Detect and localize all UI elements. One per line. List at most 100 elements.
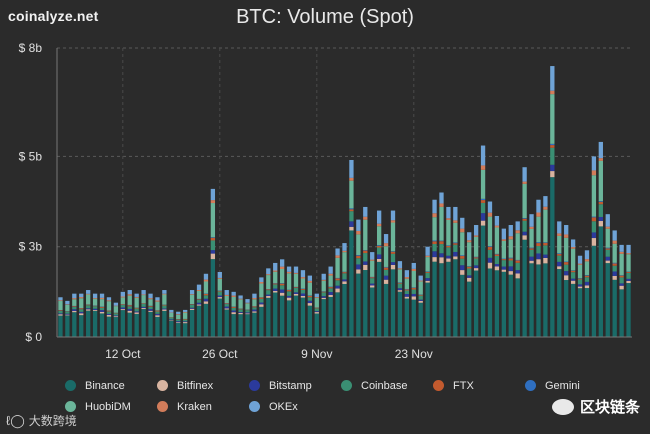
bar-segment-kraken: [418, 280, 423, 282]
bar-segment-okex: [86, 290, 91, 294]
bar-segment-bitstamp: [92, 308, 98, 311]
bar-segment-okex: [72, 293, 77, 299]
bar-segment-binance: [176, 323, 181, 337]
bar-segment-okex: [307, 275, 313, 281]
bar-segment-bitfinex: [577, 286, 583, 289]
bar-segment-coinbase: [113, 313, 119, 316]
bar-segment-bitstamp: [473, 265, 479, 269]
legend-item-coinbase[interactable]: Coinbase: [341, 378, 433, 393]
bar-segment-gemini: [376, 245, 382, 246]
bar-segment-bitfinex: [480, 220, 486, 226]
bar-segment-huobidm: [543, 209, 548, 243]
bar-segment-kraken: [321, 279, 326, 281]
bar-segment-coinbase: [183, 319, 188, 322]
bar-segment-bitstamp: [79, 311, 84, 314]
bar-segment-binance: [217, 298, 222, 337]
bar-segment-ftx: [252, 306, 257, 308]
bar-segment-coinbase: [390, 253, 396, 263]
bar-segment-kraken: [162, 293, 167, 295]
bar-segment-bitstamp: [356, 264, 361, 270]
legend-item-gemini[interactable]: Gemini: [525, 378, 617, 393]
bar-segment-okex: [238, 295, 243, 299]
bar-segment-binance: [196, 305, 202, 337]
bar-segment-coinbase: [169, 317, 174, 320]
bar-segment-bitstamp: [148, 309, 153, 311]
bar-segment-coinbase: [72, 306, 77, 310]
bar-segment-bitstamp: [189, 307, 195, 309]
bar-segment-bitfinex: [120, 309, 125, 311]
legend-item-okex[interactable]: OKEx: [249, 399, 341, 414]
bar-segment-huobidm: [550, 94, 555, 144]
bar-segment-kraken: [522, 181, 527, 184]
watermark-right: 区块链条: [551, 396, 640, 417]
bar-segment-bitfinex: [169, 320, 174, 321]
bar-segment-gemini: [564, 261, 569, 263]
legend-item-binance[interactable]: Binance: [65, 378, 157, 393]
bar-segment-kraken: [550, 90, 555, 95]
bar-segment-binance: [557, 269, 562, 337]
bar-segment-coinbase: [612, 265, 617, 272]
bar-segment-okex: [356, 219, 361, 231]
bar-segment-okex: [543, 196, 548, 207]
bar-segment-gemini: [473, 256, 479, 258]
bar-segment-kraken: [584, 259, 590, 262]
legend-item-kraken[interactable]: Kraken: [157, 399, 249, 414]
bar-segment-huobidm: [273, 271, 278, 284]
bar-segment-ftx: [72, 306, 77, 307]
bar-segment-kraken: [238, 298, 243, 300]
bar-segment-kraken: [619, 251, 624, 254]
bar-segment-coinbase: [238, 309, 243, 313]
legend-item-huobidm[interactable]: HuobiDM: [65, 399, 157, 414]
bar-segment-ftx: [328, 287, 333, 289]
bar-segment-ftx: [335, 278, 340, 281]
bar-segment-okex: [252, 293, 257, 299]
bar-segment-ftx: [300, 288, 306, 290]
bar-segment-kraken: [328, 273, 333, 276]
bar-segment-bitstamp: [321, 296, 326, 298]
bar-segment-binance: [314, 313, 319, 337]
bar-segment-huobidm: [432, 217, 437, 241]
bar-segment-coinbase: [65, 311, 70, 314]
bar-segment-bitstamp: [134, 311, 139, 313]
bar-segment-bitfinex: [418, 300, 423, 303]
bar-segment-bitfinex: [626, 280, 631, 284]
bar-segment-bitstamp: [536, 253, 541, 260]
bar-segment-binance: [612, 279, 617, 337]
bar-segment-coinbase: [460, 258, 465, 266]
bar-segment-binance: [550, 177, 555, 337]
bar-segment-ftx: [203, 293, 209, 296]
legend-label: FTX: [453, 379, 474, 392]
bar-segment-binance: [280, 295, 285, 337]
bar-segment-coinbase: [203, 295, 209, 299]
bar-segment-bitfinex: [515, 273, 520, 279]
bar-segment-kraken: [314, 297, 319, 298]
bar-segment-bitstamp: [162, 308, 167, 310]
bar-segment-bitstamp: [169, 319, 174, 321]
legend-label: Bitstamp: [269, 379, 312, 392]
bar-segment-okex: [515, 221, 520, 231]
bar-segment-kraken: [557, 233, 562, 236]
bar-segment-bitstamp: [141, 306, 146, 309]
legend-item-bitstamp[interactable]: Bitstamp: [249, 378, 341, 393]
bar-segment-coinbase: [245, 310, 250, 313]
bar-segment-gemini: [349, 208, 354, 210]
bar-segment-binance: [65, 315, 70, 337]
bar-segment-huobidm: [404, 278, 409, 289]
bar-segment-binance: [425, 282, 430, 337]
legend-item-ftx[interactable]: FTX: [433, 378, 525, 393]
legend-item-bitfinex[interactable]: Bitfinex: [157, 378, 249, 393]
bar-segment-okex: [370, 252, 375, 260]
bar-segment-huobidm: [300, 278, 306, 289]
y-tick-label: $ 3b: [19, 240, 43, 254]
legend-swatch: [433, 380, 444, 391]
bar-segment-huobidm: [266, 275, 271, 290]
bar-segment-ftx: [99, 306, 105, 308]
bar-segment-binance: [390, 269, 396, 337]
bar-segment-huobidm: [598, 160, 603, 202]
bar-segment-kraken: [252, 298, 257, 300]
bar-segment-huobidm: [280, 268, 285, 284]
bar-segment-gemini: [598, 201, 603, 202]
bar-segment-bitfinex: [266, 296, 271, 298]
bar-segment-kraken: [411, 268, 416, 271]
bar-segment-huobidm: [141, 295, 146, 304]
